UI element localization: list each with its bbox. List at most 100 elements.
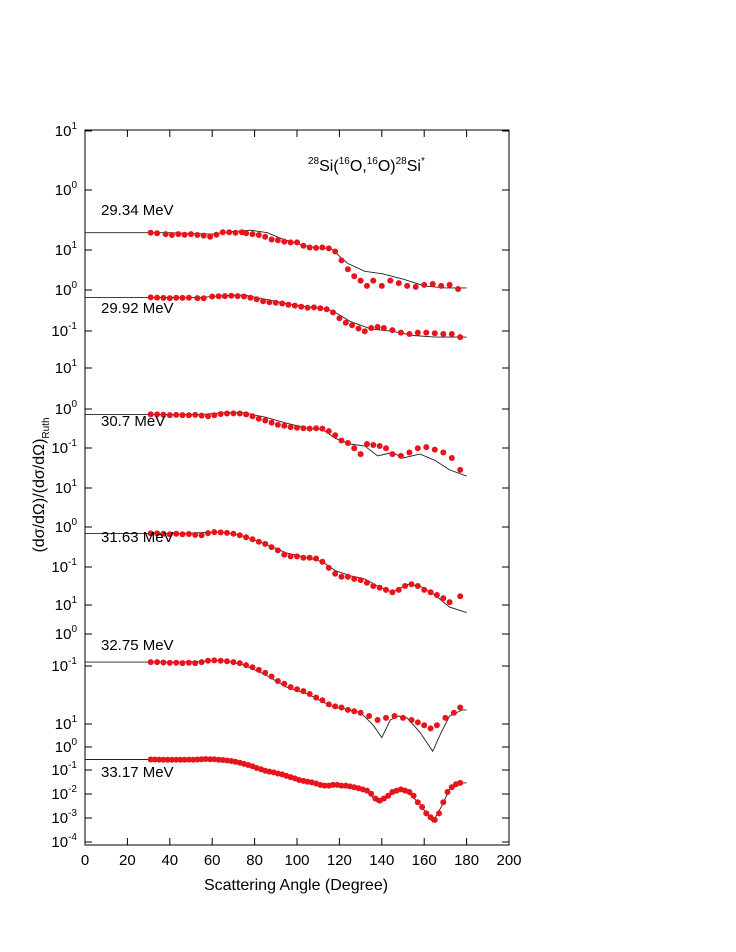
data-point <box>147 411 154 418</box>
data-point <box>330 309 336 316</box>
data-point <box>446 599 453 606</box>
data-point <box>272 299 279 306</box>
data-point <box>236 410 243 417</box>
data-point <box>440 331 447 337</box>
data-point <box>152 756 158 763</box>
data-point <box>408 717 415 723</box>
data-point <box>291 302 298 309</box>
data-point <box>166 412 173 419</box>
y-tick-label: 100 <box>55 280 78 299</box>
data-point <box>368 325 375 331</box>
data-point <box>414 329 421 336</box>
y-tick-label: 10-1 <box>51 656 77 675</box>
data-point <box>332 703 339 710</box>
y-axis-title: (dσ/dΩ)/(dσ/dΩ)Ruth <box>31 417 52 552</box>
data-point <box>294 686 300 693</box>
data-point <box>160 294 167 301</box>
y-tick-label: 10-4 <box>51 832 77 851</box>
data-point <box>173 294 180 301</box>
data-point <box>429 281 436 287</box>
data-point <box>249 536 256 543</box>
data-point <box>351 575 358 582</box>
data-point <box>217 411 224 417</box>
data-point <box>313 555 320 562</box>
data-point <box>457 334 464 341</box>
data-point <box>300 688 307 695</box>
data-point <box>224 658 230 665</box>
data-point <box>412 283 419 290</box>
data-point <box>438 282 445 289</box>
data-point <box>207 233 214 240</box>
y-tick-label: 10-3 <box>51 808 77 827</box>
data-point <box>332 570 339 577</box>
data-point <box>448 331 455 337</box>
data-point <box>323 306 330 313</box>
y-tick-label: 10-1 <box>51 760 77 779</box>
data-point <box>205 413 211 420</box>
data-point <box>211 756 218 763</box>
data-point <box>300 425 307 432</box>
data-point <box>370 277 377 284</box>
x-axis-title: Scattering Angle (Degree) <box>204 877 388 894</box>
energy-label: 29.34 MeV <box>101 202 174 219</box>
data-point <box>207 756 214 763</box>
data-point <box>200 295 207 302</box>
data-point <box>351 708 358 715</box>
data-point <box>374 324 381 330</box>
data-point <box>230 659 237 666</box>
energy-labels: 29.34 MeV 29.92 MeV 30.7 MeV 31.63 MeV 32.75… <box>101 202 174 781</box>
data-point <box>268 673 275 680</box>
data-point <box>255 415 262 422</box>
y-tick-label: 100 <box>55 737 78 756</box>
data-point <box>147 294 154 301</box>
data-point <box>205 530 211 537</box>
x-tick-label: 160 <box>412 852 437 869</box>
data-point <box>287 424 294 431</box>
data-point <box>455 286 462 292</box>
data-point <box>338 437 345 444</box>
data-point <box>397 329 404 336</box>
data-point <box>185 531 192 537</box>
data-point <box>387 277 394 284</box>
data-point <box>366 713 373 719</box>
data-point <box>421 722 428 729</box>
data-point <box>217 529 224 536</box>
x-tick-label: 20 <box>119 852 136 869</box>
data-point <box>423 329 430 336</box>
data-point <box>294 424 300 431</box>
data-point <box>313 694 320 701</box>
y-axis-title-sub: Ruth <box>41 417 52 438</box>
y-tick-label: 101 <box>55 714 78 733</box>
x-tick-label: 60 <box>204 852 221 869</box>
data-point <box>281 238 288 245</box>
data-point <box>194 295 201 302</box>
data-point <box>436 810 442 817</box>
data-point <box>338 573 345 580</box>
data-point <box>357 277 364 284</box>
data-point <box>236 660 243 667</box>
data-point <box>194 232 201 238</box>
data-point <box>406 331 413 337</box>
data-point <box>374 717 381 723</box>
data-point <box>450 709 457 716</box>
data-point <box>262 540 269 547</box>
data-point <box>211 529 218 536</box>
data-point <box>253 296 260 303</box>
data-point <box>321 782 328 789</box>
data-point <box>344 266 351 273</box>
data-points <box>147 229 464 823</box>
data-point <box>400 714 406 721</box>
data-point <box>414 583 421 589</box>
data-point <box>442 714 449 721</box>
data-point <box>457 593 464 600</box>
data-point <box>457 779 464 786</box>
data-point <box>344 573 351 580</box>
data-point <box>440 799 447 806</box>
data-point <box>402 583 409 589</box>
data-point <box>433 722 440 729</box>
data-point <box>179 531 186 538</box>
data-point <box>166 531 173 538</box>
data-point <box>181 756 188 763</box>
data-point <box>287 239 294 246</box>
data-point <box>448 784 455 791</box>
